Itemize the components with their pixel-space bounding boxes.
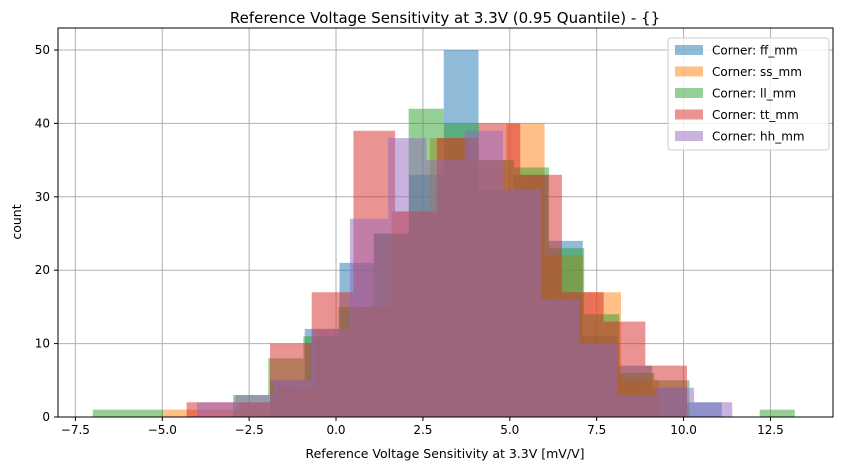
histogram-bars [92,50,795,418]
x-tick-label: 0.0 [326,423,345,437]
legend-swatch [675,88,703,98]
histogram-bar [311,328,350,417]
histogram-bar [464,130,503,418]
x-axis-label: Reference Voltage Sensitivity at 3.3V [m… [305,446,584,461]
y-tick-label: 50 [35,43,50,57]
histogram-bar [162,409,201,417]
histogram-bar [693,402,733,417]
chart-title: Reference Voltage Sensitivity at 3.3V (0… [230,9,660,27]
x-tick-label: 10.0 [670,423,697,437]
x-tick-label: 5.0 [500,423,519,437]
histogram-bar [197,402,236,417]
histogram-bar [759,409,795,417]
histogram-bar [92,409,128,417]
histogram-bar [349,218,389,417]
y-tick-label: 20 [35,263,50,277]
y-axis-label: count [9,204,24,239]
legend-label: Corner: tt_mm [712,108,799,122]
x-tick-label: 2.5 [413,423,432,437]
legend-swatch [675,45,703,55]
histogram-bar [235,394,274,417]
x-tick-label: −7.5 [61,423,90,437]
legend-label: Corner: ll_mm [712,87,796,101]
histogram-bar [655,387,694,417]
legend-swatch [675,131,703,141]
histogram-bar [426,160,465,417]
x-tick-label: −2.5 [235,423,264,437]
legend-label: Corner: hh_mm [712,130,805,144]
histogram-bar [502,189,542,417]
histogram-bar [541,299,580,417]
axis-ticks: −7.5 −5.0 −2.5 0.0 2.5 5.0 7.5 10.0 12.5 0 10 20 30 4… [35,43,784,437]
histogram-bar [388,138,427,417]
legend: Corner: ff_mm Corner: ss_mm Corner: ll_mm C… [667,37,830,151]
x-tick-label: −5.0 [148,423,177,437]
legend-label: Corner: ss_mm [712,65,802,79]
y-tick-label: 30 [35,190,50,204]
x-tick-label: 12.5 [757,423,784,437]
histogram-bar [617,394,656,417]
y-tick-label: 0 [42,410,50,424]
x-tick-label: 7.5 [587,423,606,437]
histogram-bar [273,380,312,417]
histogram-bar [579,343,618,417]
legend-swatch [675,66,703,77]
legend-swatch [675,109,703,120]
legend-label: Corner: ff_mm [712,44,798,58]
histogram-bar [127,409,163,417]
y-tick-label: 40 [35,116,50,130]
plot-frame [57,27,834,418]
legend-box [667,37,830,151]
y-tick-label: 10 [35,337,50,351]
